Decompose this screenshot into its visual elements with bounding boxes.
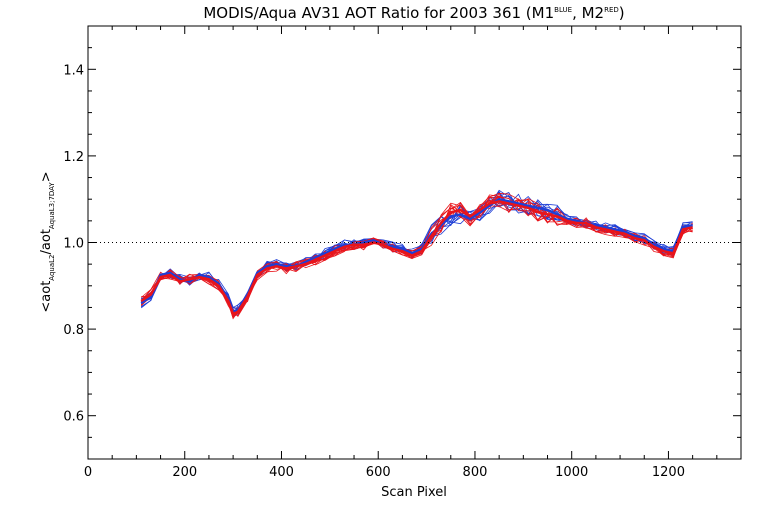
y-tick-label: 1.4 <box>63 63 84 78</box>
x-tick-label: 1000 <box>555 465 588 480</box>
x-axis-ticks: 0 200 400 600 800 1000 1200 <box>84 26 718 480</box>
title-sup-red: RED <box>604 6 619 14</box>
x-tick-label: 600 <box>366 465 391 480</box>
series-mean-line <box>140 200 693 316</box>
y-tick-label: 0.6 <box>63 410 84 425</box>
x-axis-label: Scan Pixel <box>381 485 447 500</box>
x-tick-label: 800 <box>463 465 488 480</box>
y-tick-label: 1.0 <box>63 237 84 252</box>
y-tick-label: 1.2 <box>63 150 84 165</box>
series-bundle-line <box>141 198 693 320</box>
title-mid: , M2 <box>572 4 604 22</box>
x-tick-label: 0 <box>84 465 92 480</box>
ylabel-open: <aot <box>39 281 54 313</box>
ylabel-close: > <box>39 171 54 182</box>
y-axis-ticks: 0.6 0.8 1.0 1.2 1.4 <box>63 47 741 438</box>
series-bundle-line <box>141 199 693 318</box>
title-end: ) <box>619 4 625 22</box>
title-sup-blue: BLUE <box>554 6 572 14</box>
ylabel-sub1: AquaL2 <box>48 254 56 280</box>
x-tick-label: 200 <box>172 465 197 480</box>
ylabel-sub2: AquaL3;7DAY <box>48 182 56 230</box>
x-tick-label: 400 <box>269 465 294 480</box>
y-axis-label: <aotAquaL2/aotAquaL3;7DAY> <box>39 171 56 312</box>
y-tick-label: 0.8 <box>63 323 84 338</box>
chart-title: MODIS/Aqua AV31 AOT Ratio for 2003 361 (… <box>203 4 624 22</box>
series-bundle-line <box>140 196 693 317</box>
series-bundle-line <box>140 195 693 320</box>
x-tick-label: 1200 <box>652 465 685 480</box>
plot-lines <box>140 189 693 320</box>
title-main: MODIS/Aqua AV31 AOT Ratio for 2003 361 (… <box>203 4 554 22</box>
ylabel-mid: /aot <box>39 229 54 254</box>
